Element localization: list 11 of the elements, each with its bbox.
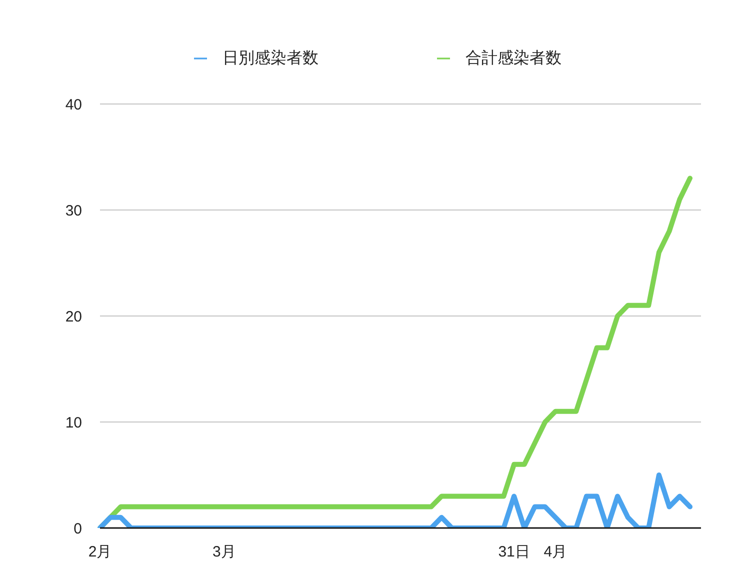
y-tick-label: 10 xyxy=(65,414,82,432)
x-tick-label: 2月 xyxy=(88,544,112,561)
x-tick-label: 3月 xyxy=(212,544,236,561)
y-tick-label: 0 xyxy=(74,520,82,538)
y-tick-label: 30 xyxy=(65,202,82,220)
x-tick-label: 4月 xyxy=(544,544,568,561)
legend-label: 日別感染者数 xyxy=(222,50,318,67)
y-tick-label: 40 xyxy=(65,96,82,114)
x-tick-label: 31日 xyxy=(498,544,530,561)
y-tick-label: 20 xyxy=(65,308,82,326)
legend-label: 合計感染者数 xyxy=(466,50,562,67)
